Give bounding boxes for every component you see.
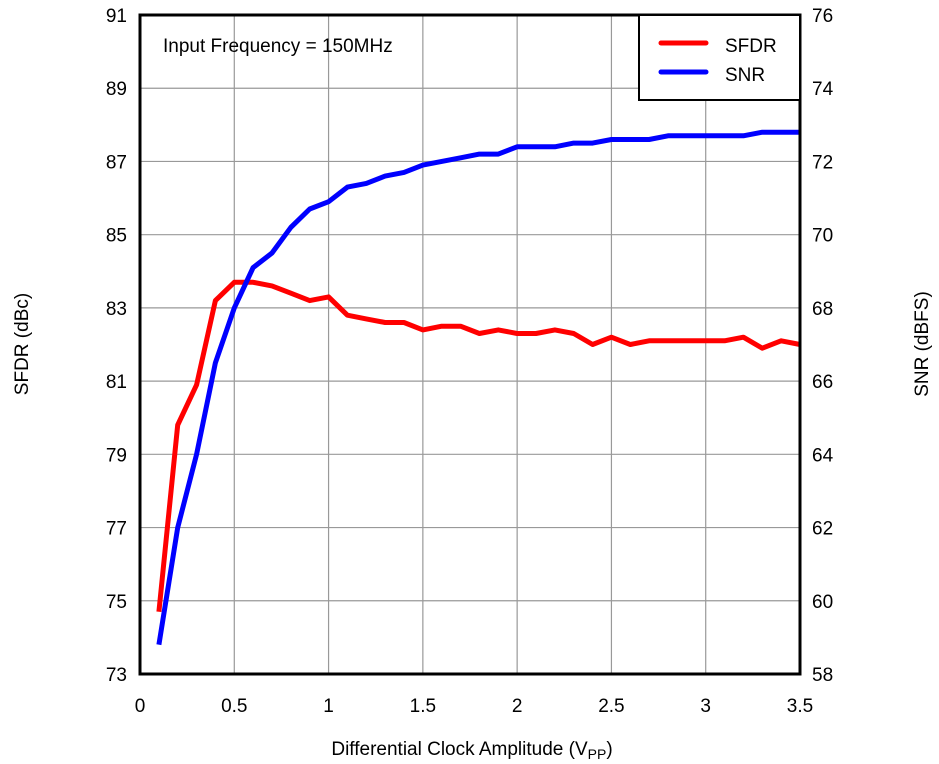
x-tick-label: 0 <box>135 696 146 717</box>
series-lines <box>156 129 801 646</box>
y-right-tick-label: 70 <box>812 226 833 247</box>
x-tick-label: 1.5 <box>410 696 436 717</box>
plot-frame <box>138 13 802 676</box>
series-line-sfdr <box>156 279 801 613</box>
y-left-tick-label: 79 <box>106 445 127 466</box>
x-tick-label: 1 <box>323 696 334 717</box>
legend-label-snr: SNR <box>725 65 765 86</box>
y-left-axis-label: SFDR (dBc) <box>12 293 33 395</box>
y-right-tick-label: 60 <box>812 592 833 613</box>
x-axis-label: Differential Clock Amplitude (VPP) <box>331 739 612 762</box>
y-left-tick-label: 89 <box>106 79 127 100</box>
x-tick-label: 3.5 <box>787 696 813 717</box>
x-tick-label: 0.5 <box>221 696 247 717</box>
x-tick-label: 3 <box>700 696 711 717</box>
y-left-tick-label: 87 <box>106 152 127 173</box>
grid <box>140 15 800 674</box>
x-tick-label: 2 <box>512 696 523 717</box>
legend-box <box>638 14 801 101</box>
y-left-tick-label: 85 <box>106 226 127 247</box>
y-left-tick-label: 91 <box>106 6 127 27</box>
series-line-snr <box>156 129 800 646</box>
x-tick-label: 2.5 <box>598 696 624 717</box>
y-right-tick-label: 76 <box>812 6 833 27</box>
annotation-input-frequency: Input Frequency = 150MHz <box>163 36 393 57</box>
y-left-tick-label: 73 <box>106 665 127 686</box>
y-left-tick-label: 83 <box>106 299 127 320</box>
y-right-tick-label: 58 <box>812 665 833 686</box>
y-right-axis-label: SNR (dBFS) <box>912 291 933 397</box>
y-right-tick-label: 66 <box>812 372 833 393</box>
y-right-tick-labels: 58 60 62 64 66 68 70 72 74 76 <box>812 6 834 686</box>
legend: SFDR SNR <box>638 14 801 101</box>
y-left-tick-labels: 73 75 77 79 81 83 85 87 89 91 <box>106 6 127 686</box>
y-right-tick-label: 74 <box>812 79 834 100</box>
y-left-tick-label: 77 <box>106 519 127 540</box>
y-right-tick-label: 72 <box>812 152 833 173</box>
y-left-tick-label: 81 <box>106 372 127 393</box>
y-right-tick-label: 68 <box>812 299 833 320</box>
y-right-tick-label: 64 <box>812 445 834 466</box>
y-left-tick-label: 75 <box>106 592 127 613</box>
x-tick-labels: 0 0.5 1 1.5 2 2.5 3 3.5 <box>135 696 814 717</box>
y-right-tick-label: 62 <box>812 519 833 540</box>
legend-label-sfdr: SFDR <box>725 36 777 57</box>
